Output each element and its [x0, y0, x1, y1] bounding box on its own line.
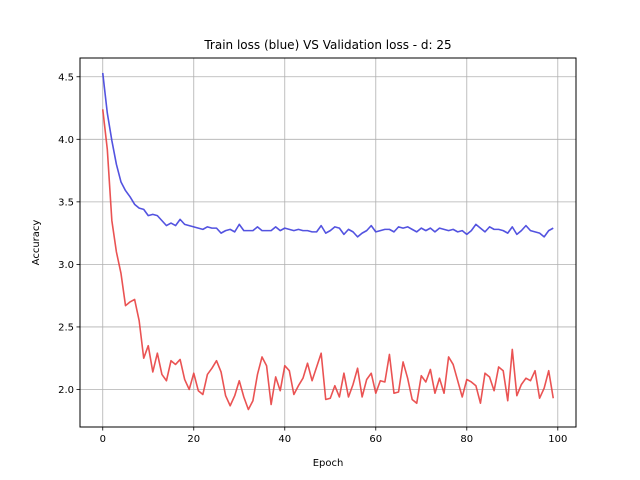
y-tick-label: 3.5: [58, 197, 74, 208]
train-loss-line: [101, 72, 554, 238]
chart-title: Train loss (blue) VS Validation loss - d…: [203, 38, 451, 52]
y-tick-label: 4.5: [58, 72, 74, 83]
validation-loss-line: [101, 109, 555, 411]
x-tick-label: 0: [100, 434, 106, 445]
x-tick-label: 40: [278, 434, 291, 445]
x-tick-label: 60: [369, 434, 382, 445]
plot-frame: [79, 57, 577, 428]
y-tick-label: 3.0: [58, 260, 74, 271]
axis-ticks: 0 20 40 60 80 100 2.0 2.5 3.0 3.5 4.0 4.5: [58, 72, 567, 445]
grid: [80, 58, 576, 427]
y-tick-label: 2.5: [58, 322, 74, 333]
y-tick-label: 2.0: [58, 385, 74, 396]
y-tick-label: 4.0: [58, 135, 74, 146]
series-layer: [101, 72, 555, 411]
x-tick-label: 20: [187, 434, 200, 445]
y-axis-label: Accuracy: [31, 220, 42, 266]
x-tick-label: 80: [460, 434, 473, 445]
x-axis-label: Epoch: [313, 458, 344, 469]
x-tick-label: 100: [548, 434, 567, 445]
